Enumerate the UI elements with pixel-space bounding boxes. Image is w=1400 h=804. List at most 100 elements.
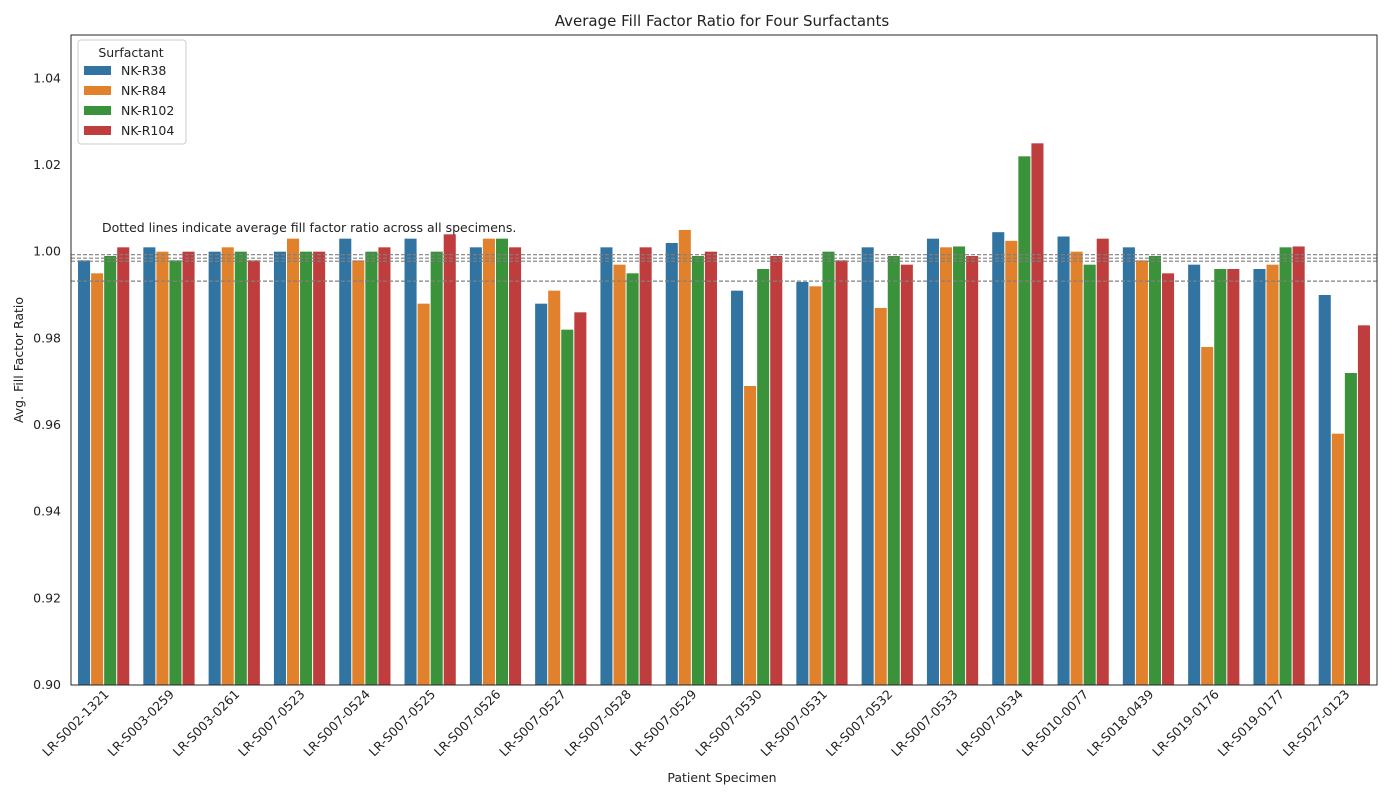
bar — [1357, 325, 1370, 685]
bar — [796, 282, 809, 685]
x-tick-label: LR-S007-0534 — [953, 686, 1026, 759]
bar — [678, 230, 691, 685]
legend-label: NK-R102 — [121, 103, 174, 118]
x-tick-label: LR-S007-0530 — [692, 686, 765, 759]
bar — [1031, 143, 1044, 685]
bar — [1266, 264, 1279, 685]
bar — [365, 251, 378, 686]
bar — [874, 308, 887, 685]
y-tick-label: 1.04 — [33, 70, 61, 85]
y-tick-label: 0.92 — [33, 590, 61, 605]
y-tick-label: 1.02 — [33, 157, 61, 172]
bar — [352, 260, 365, 685]
bar — [1279, 247, 1292, 685]
y-tick-label: 0.90 — [33, 677, 61, 692]
bar — [247, 260, 260, 685]
bar — [234, 251, 247, 686]
bar — [1188, 264, 1201, 685]
bar — [639, 247, 652, 685]
bar — [1253, 269, 1266, 685]
x-tick-label: LR-S018-0439 — [1084, 686, 1157, 759]
bar — [1201, 347, 1214, 685]
bar — [861, 247, 874, 685]
bar — [443, 234, 456, 685]
bar — [691, 256, 704, 685]
legend-swatch — [84, 86, 111, 95]
y-axis-label: Avg. Fill Factor Ratio — [11, 297, 26, 423]
bar — [626, 273, 639, 685]
bar — [887, 256, 900, 685]
x-axis-label: Patient Specimen — [667, 770, 776, 785]
bar — [91, 273, 104, 685]
x-tick-label: LR-S007-0525 — [366, 687, 439, 760]
bar — [78, 260, 91, 685]
legend-label: NK-R84 — [121, 83, 166, 98]
bar — [1122, 247, 1135, 685]
bar — [1070, 251, 1083, 686]
bar — [1214, 269, 1227, 685]
legend-label: NK-R38 — [121, 63, 166, 78]
x-tick-label: LR-S007-0532 — [823, 687, 896, 760]
y-tick-label: 0.98 — [33, 330, 61, 345]
bar — [182, 251, 195, 686]
bar — [822, 251, 835, 686]
x-tick-label: LR-S019-0177 — [1214, 687, 1287, 760]
bar — [1057, 236, 1070, 685]
bar — [273, 251, 286, 686]
bar — [417, 303, 430, 685]
bar — [300, 251, 313, 686]
y-tick-label: 1.00 — [33, 244, 61, 259]
bar — [482, 238, 495, 686]
bar — [535, 303, 548, 685]
bar — [208, 251, 221, 686]
x-tick-label: LR-S007-0523 — [235, 687, 308, 760]
x-tick-label: LR-S007-0528 — [561, 686, 634, 759]
x-tick-label: LR-S007-0526 — [431, 686, 504, 759]
y-tick-label: 0.96 — [33, 417, 61, 432]
bar — [1083, 264, 1096, 685]
bar — [926, 238, 939, 686]
bar — [313, 251, 326, 686]
bar — [548, 290, 561, 685]
bar — [117, 247, 130, 685]
bar — [966, 256, 979, 685]
bar — [1292, 246, 1305, 685]
bar — [1135, 260, 1148, 685]
bar — [1005, 240, 1018, 685]
bar — [1162, 273, 1175, 685]
bar — [704, 251, 717, 686]
bar — [744, 386, 757, 685]
bar — [156, 251, 169, 686]
bar — [1344, 373, 1357, 685]
x-tick-label: LR-S010-0077 — [1019, 687, 1092, 760]
bar — [221, 247, 234, 685]
chart-title: Average Fill Factor Ratio for Four Surfa… — [555, 12, 890, 30]
bar — [1096, 238, 1109, 686]
bar — [495, 238, 509, 686]
bar — [665, 243, 678, 685]
bar — [104, 256, 117, 685]
bar — [900, 264, 913, 685]
bar — [809, 286, 822, 685]
bar — [992, 232, 1005, 686]
x-tick-label: LR-S002-1321 — [39, 687, 112, 760]
bar — [286, 238, 300, 686]
chart-annotation: Dotted lines indicate average fill facto… — [102, 220, 516, 235]
bar — [1018, 156, 1031, 685]
x-tick-label: LR-S027-0123 — [1280, 687, 1353, 760]
bar — [600, 247, 613, 685]
bar — [430, 251, 443, 686]
bar — [613, 264, 626, 685]
x-tick-label: LR-S007-0524 — [300, 686, 373, 759]
plot-frame — [70, 34, 1378, 686]
bar — [1318, 295, 1331, 685]
bar — [404, 238, 417, 686]
legend-swatch — [84, 66, 111, 75]
bar — [1227, 269, 1240, 685]
bar — [835, 260, 848, 685]
bar — [1148, 256, 1162, 685]
bar — [169, 260, 182, 685]
bar — [574, 312, 587, 685]
